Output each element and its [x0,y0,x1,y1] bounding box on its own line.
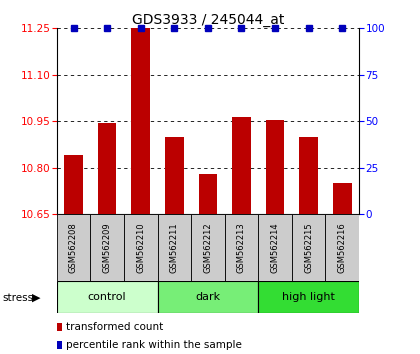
Bar [131,28,150,214]
Text: dark: dark [195,292,220,302]
Text: percentile rank within the sample: percentile rank within the sample [66,340,242,350]
Text: transformed count: transformed count [66,322,164,332]
Bar [232,116,251,214]
FancyBboxPatch shape [225,214,258,281]
Text: GSM562215: GSM562215 [304,222,313,273]
Text: GSM562210: GSM562210 [136,222,145,273]
FancyBboxPatch shape [292,214,326,281]
Text: GSM562214: GSM562214 [270,222,280,273]
Text: GSM562209: GSM562209 [102,222,112,273]
FancyBboxPatch shape [158,214,191,281]
FancyBboxPatch shape [57,281,158,313]
Bar [98,123,116,214]
Text: GSM562211: GSM562211 [170,222,179,273]
Text: high light: high light [282,292,335,302]
FancyBboxPatch shape [90,214,124,281]
Text: GSM562212: GSM562212 [203,222,213,273]
Text: GSM562216: GSM562216 [338,222,347,273]
Bar [199,174,217,214]
Text: GSM562213: GSM562213 [237,222,246,273]
FancyBboxPatch shape [124,214,158,281]
Bar [266,120,284,214]
Text: control: control [88,292,126,302]
Text: ▶: ▶ [32,293,41,303]
FancyBboxPatch shape [191,214,225,281]
Bar [64,155,83,214]
FancyBboxPatch shape [158,281,258,313]
FancyBboxPatch shape [258,214,292,281]
Text: stress: stress [2,293,33,303]
FancyBboxPatch shape [258,281,359,313]
Title: GDS3933 / 245044_at: GDS3933 / 245044_at [132,13,284,27]
Bar [165,137,184,214]
Text: GSM562208: GSM562208 [69,222,78,273]
Bar [333,183,352,214]
FancyBboxPatch shape [326,214,359,281]
Bar [299,137,318,214]
FancyBboxPatch shape [57,214,90,281]
